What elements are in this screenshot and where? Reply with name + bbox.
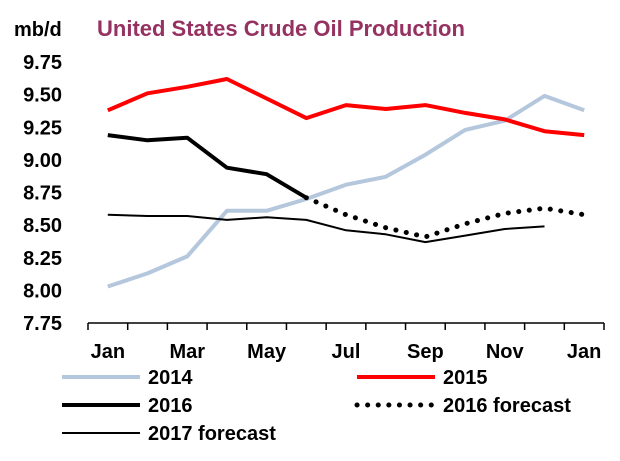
y-tick-label: 7.75 — [23, 313, 62, 335]
y-tick-label: 8.50 — [23, 215, 62, 237]
y-tick-label: 8.75 — [23, 183, 62, 205]
legend: 2014 2015 2016 2016 forecast 2017 forecast — [62, 367, 571, 445]
series-line-2015 — [107, 77, 585, 138]
series-line-2017-forecast — [107, 213, 545, 244]
legend-label-2016-forecast: 2016 forecast — [443, 395, 571, 417]
x-tick-label: Sep — [407, 341, 444, 363]
legend-label-2015: 2015 — [443, 367, 488, 389]
x-tick-label: Nov — [486, 341, 525, 363]
x-axis: Jan Mar May Jul Sep Nov Jan — [87, 322, 605, 363]
series-line-2014 — [107, 93, 585, 289]
x-tick-label: Jan — [91, 341, 125, 363]
x-tick-label: Jul — [332, 341, 361, 363]
y-axis-unit: mb/d — [14, 19, 62, 41]
legend-label-2017-forecast: 2017 forecast — [148, 423, 276, 445]
x-tick-label: Jan — [567, 341, 601, 363]
series-line-2016 — [107, 133, 308, 200]
series-layer — [107, 77, 587, 289]
legend-label-2014: 2014 — [148, 367, 193, 389]
y-axis: 9.75 9.50 9.25 9.00 8.75 8.50 8.25 8.00 7.75 — [23, 52, 62, 335]
y-tick-label: 8.25 — [23, 248, 62, 270]
y-tick-label: 9.75 — [23, 52, 62, 74]
y-tick-label: 9.25 — [23, 117, 62, 139]
chart-title: United States Crude Oil Production — [97, 16, 465, 41]
y-tick-label: 9.50 — [23, 85, 62, 107]
series-line-2016-forecast — [303, 195, 587, 240]
legend-label-2016: 2016 — [148, 395, 193, 417]
x-tick-label: Mar — [169, 341, 205, 363]
y-tick-label: 8.00 — [23, 280, 62, 302]
x-tick-label: May — [247, 341, 287, 363]
y-tick-label: 9.00 — [23, 150, 62, 172]
